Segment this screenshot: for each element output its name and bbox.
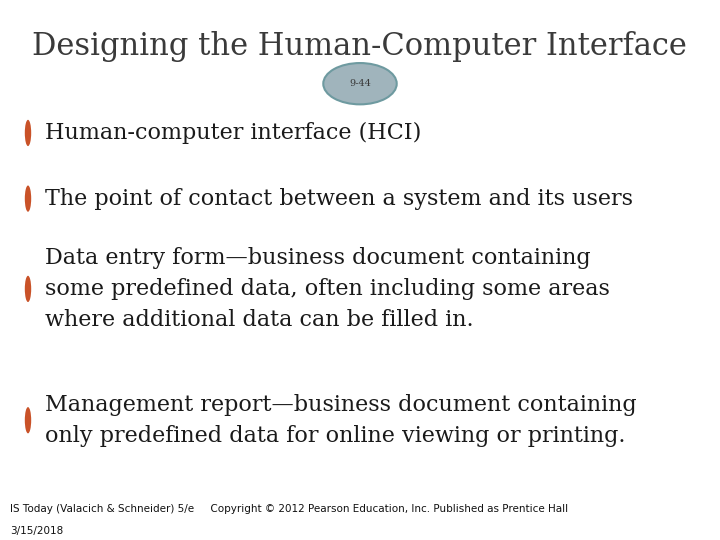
Text: Management report—business document containing
only predefined data for online v: Management report—business document cont… xyxy=(45,394,636,447)
Text: Data entry form—business document containing
some predefined data, often includi: Data entry form—business document contai… xyxy=(45,247,610,331)
Text: IS Today (Valacich & Schneider) 5/e     Copyright © 2012 Pearson Education, Inc.: IS Today (Valacich & Schneider) 5/e Copy… xyxy=(10,504,568,514)
Text: 3/15/2018: 3/15/2018 xyxy=(10,526,63,536)
Circle shape xyxy=(24,185,31,212)
Circle shape xyxy=(24,407,31,434)
Circle shape xyxy=(24,276,31,302)
Text: Human-computer interface (HCI): Human-computer interface (HCI) xyxy=(45,122,421,144)
Text: 9-44: 9-44 xyxy=(349,79,371,88)
Text: Designing the Human-Computer Interface: Designing the Human-Computer Interface xyxy=(32,31,688,62)
Circle shape xyxy=(323,63,397,104)
Text: The point of contact between a system and its users: The point of contact between a system an… xyxy=(45,187,633,210)
Circle shape xyxy=(24,120,31,146)
